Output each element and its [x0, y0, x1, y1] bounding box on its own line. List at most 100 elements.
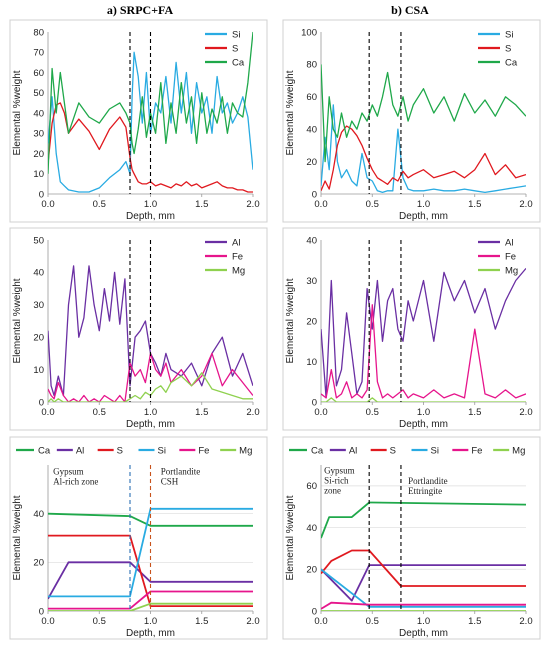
- legend-label: Ca: [38, 446, 51, 457]
- y-axis-label: Elemental %weight: [285, 278, 296, 363]
- legend-label: S: [390, 446, 396, 457]
- x-tick-label: 2.0: [519, 407, 532, 418]
- y-tick-label: 80: [33, 27, 44, 38]
- series-line-mg: [48, 372, 253, 402]
- column-title-a: a) SRPC+FA: [107, 3, 174, 17]
- y-tick-label: 20: [33, 149, 44, 160]
- y-tick-label: 40: [306, 125, 317, 136]
- x-tick-label: 2.0: [519, 199, 532, 210]
- series-line-s: [321, 125, 526, 192]
- y-tick-label: 60: [33, 68, 44, 79]
- panel-frame: [282, 19, 541, 223]
- y-tick-label: 30: [33, 300, 44, 311]
- panel-frame: [9, 227, 268, 431]
- y-tick-label: 0: [312, 189, 317, 200]
- x-tick-label: 0.0: [41, 407, 54, 418]
- legend-label: S: [117, 446, 123, 457]
- legend-label: Fe: [198, 446, 209, 457]
- x-tick-label: 0.5: [93, 616, 106, 627]
- x-tick-label: 0.5: [366, 407, 379, 418]
- x-tick-label: 0.5: [93, 199, 106, 210]
- x-tick-label: 0.5: [93, 407, 106, 418]
- y-tick-label: 40: [306, 235, 317, 246]
- series-line-fe: [48, 590, 253, 610]
- y-tick-label: 0: [39, 397, 44, 408]
- legend-label: S: [505, 44, 511, 55]
- x-tick-label: 1.0: [417, 407, 430, 418]
- x-tick-label: 1.0: [144, 616, 157, 627]
- series-line-si: [321, 104, 526, 194]
- x-tick-label: 2.0: [246, 407, 259, 418]
- series-line-fe: [321, 601, 526, 610]
- series-line-fe: [48, 352, 253, 402]
- legend-label: Fe: [232, 252, 243, 263]
- y-tick-label: 80: [306, 60, 317, 71]
- legend-label: Ca: [505, 58, 518, 69]
- chart-panel-b3: 0 20 40 60 0.0 0.5 1.0 1.5 2.0 Depth, mm Elemental…: [282, 436, 541, 640]
- chart-panel-a2: 0 10 20 30 40 50 0.0 0.5 1.0 1.5 2.0 Depth, mm Eleme…: [9, 227, 268, 431]
- y-tick-label: 100: [301, 27, 317, 38]
- y-tick-label: 30: [33, 129, 44, 140]
- x-tick-label: 0.0: [314, 616, 327, 627]
- y-tick-label: 60: [306, 92, 317, 103]
- x-tick-label: 0.5: [366, 199, 379, 210]
- x-tick-label: 2.0: [519, 616, 532, 627]
- chart-panel-a3: 0 20 40 0.0 0.5 1.0 1.5 2.0 Depth, mm Elemental %…: [9, 436, 268, 640]
- x-tick-label: 2.0: [246, 199, 259, 210]
- legend-label: Si: [431, 446, 439, 457]
- x-axis-label: Depth, mm: [126, 211, 175, 222]
- x-tick-label: 1.5: [195, 407, 208, 418]
- x-tick-label: 1.5: [195, 616, 208, 627]
- legend-label: Fe: [505, 252, 516, 263]
- series-line-ca: [321, 64, 526, 163]
- x-tick-label: 1.0: [144, 199, 157, 210]
- y-tick-label: 70: [33, 48, 44, 59]
- chart-panel-a1: 0 10 20 30 40 50 60 70 80 0.0 0.5 1.0 1.5 2.0 Depth, m…: [9, 19, 268, 223]
- x-axis-label: Depth, mm: [126, 419, 175, 430]
- legend-label: Si: [232, 30, 240, 41]
- zone-annotation: Gypsum: [324, 465, 355, 475]
- legend-label: Al: [76, 446, 84, 457]
- series-line-fe: [321, 304, 526, 399]
- legend-label: Si: [505, 30, 513, 41]
- y-axis-label: Elemental %weight: [285, 70, 296, 155]
- panel-frame: [9, 19, 268, 223]
- x-axis-label: Depth, mm: [399, 419, 448, 430]
- y-axis-label: Elemental %weight: [12, 278, 23, 363]
- zone-annotation: zone: [324, 485, 341, 495]
- y-tick-label: 40: [33, 268, 44, 279]
- x-tick-label: 0.0: [41, 616, 54, 627]
- x-axis-label: Depth, mm: [399, 211, 448, 222]
- series-line-s: [321, 549, 526, 587]
- legend-label: Si: [158, 446, 166, 457]
- y-tick-label: 0: [39, 606, 44, 617]
- x-axis-label: Depth, mm: [399, 628, 448, 639]
- x-axis-label: Depth, mm: [126, 628, 175, 639]
- x-tick-label: 1.0: [417, 199, 430, 210]
- zone-annotation: Portlandite: [161, 467, 201, 477]
- legend-label: Mg: [239, 446, 252, 457]
- y-axis-label: Elemental %weight: [12, 70, 23, 155]
- y-tick-label: 10: [306, 357, 317, 368]
- chart-panel-b2: 0 10 20 30 40 0.0 0.5 1.0 1.5 2.0 Depth, mm Element…: [282, 227, 541, 431]
- y-tick-label: 10: [33, 365, 44, 376]
- x-tick-label: 0.0: [314, 199, 327, 210]
- series-line-s: [48, 102, 253, 193]
- y-tick-label: 50: [33, 235, 44, 246]
- x-tick-label: 1.5: [468, 616, 481, 627]
- y-axis-label: Elemental %weight: [12, 495, 23, 580]
- x-tick-label: 1.5: [468, 199, 481, 210]
- zone-annotation: Portlandite: [408, 476, 448, 486]
- series-line-si: [48, 507, 253, 598]
- legend-label: Ca: [311, 446, 324, 457]
- y-tick-label: 40: [306, 523, 317, 534]
- x-tick-label: 2.0: [246, 616, 259, 627]
- zone-annotation: Gypsum: [53, 467, 84, 477]
- panel-frame: [282, 227, 541, 431]
- legend-label: Fe: [471, 446, 482, 457]
- series-line-si: [48, 51, 253, 193]
- series-line-mg: [48, 602, 253, 611]
- y-tick-label: 30: [306, 276, 317, 287]
- y-tick-label: 20: [306, 157, 317, 168]
